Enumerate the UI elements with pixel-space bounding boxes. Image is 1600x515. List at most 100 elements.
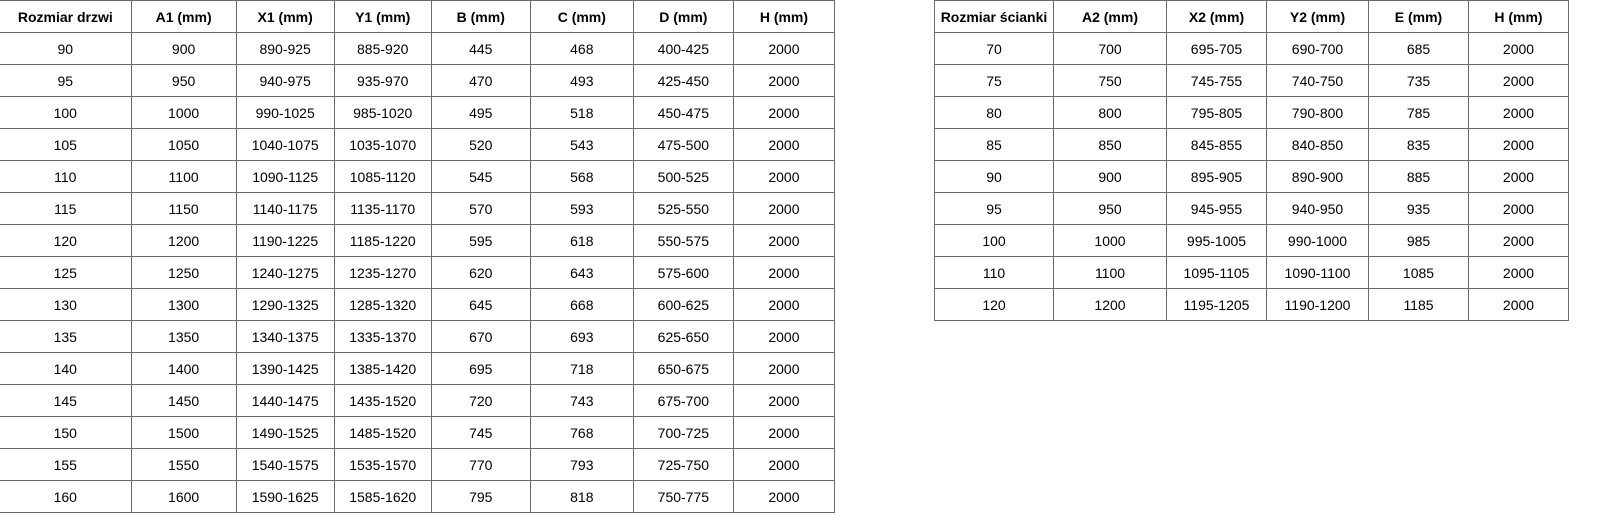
column-header: Y1 (mm) — [333, 0, 432, 33]
table-row: 110 1100 1090-1125 1085-1120 545 568 500-525 20… — [0, 160, 836, 193]
table-cell: 95 — [0, 64, 132, 97]
table-row: 150 1500 1490-1525 1485-1520 745 768 700-725 20… — [0, 416, 836, 449]
table-cell: 990-1025 — [235, 96, 335, 129]
column-header: Y2 (mm) — [1266, 0, 1369, 33]
table-cell: 2000 — [732, 448, 836, 481]
table-cell: 725-750 — [632, 448, 734, 481]
table-cell: 1200 — [1053, 288, 1167, 321]
header-row: Rozmiar ścianki A2 (mm) X2 (mm) Y2 (mm) E (m… — [934, 0, 1569, 33]
table-cell: 600-625 — [632, 288, 734, 321]
table-cell: 800 — [1053, 96, 1167, 129]
table-cell: 1585-1620 — [333, 480, 432, 513]
table-cell: 1390-1425 — [235, 352, 335, 385]
table-cell: 2000 — [732, 352, 836, 385]
table-cell: 1485-1520 — [333, 416, 432, 449]
table-cell: 2000 — [732, 384, 836, 417]
column-header: H (mm) — [1468, 0, 1569, 33]
table-cell: 950 — [1053, 192, 1167, 225]
table-cell: 400-425 — [632, 32, 734, 65]
table-cell: 795-805 — [1166, 96, 1267, 129]
table-cell: 835 — [1368, 128, 1469, 161]
table-cell: 850 — [1053, 128, 1167, 161]
table-cell: 1085 — [1368, 256, 1469, 289]
table-cell: 700-725 — [632, 416, 734, 449]
table-cell: 1190-1200 — [1266, 288, 1369, 321]
table-cell: 668 — [529, 288, 634, 321]
table-cell: 740-750 — [1266, 64, 1369, 97]
table-cell: 1090-1125 — [235, 160, 335, 193]
table-cell: 1250 — [130, 256, 237, 289]
table-cell: 900 — [1053, 160, 1167, 193]
table-cell: 595 — [430, 224, 531, 257]
table-row: 95 950 940-975 935-970 470 493 425-450 2000 — [0, 64, 836, 97]
table-cell: 135 — [0, 320, 132, 353]
table-cell: 793 — [529, 448, 634, 481]
table-cell: 1100 — [1053, 256, 1167, 289]
table-cell: 105 — [0, 128, 132, 161]
table-cell: 785 — [1368, 96, 1469, 129]
table-cell: 945-955 — [1166, 192, 1267, 225]
table-cell: 75 — [934, 64, 1054, 97]
table-cell: 2000 — [732, 32, 836, 65]
table-cell: 445 — [430, 32, 531, 65]
table-cell: 2000 — [732, 64, 836, 97]
table-cell: 100 — [934, 224, 1054, 257]
table-cell: 895-905 — [1166, 160, 1267, 193]
table-cell: 125 — [0, 256, 132, 289]
table-cell: 500-525 — [632, 160, 734, 193]
table-cell: 770 — [430, 448, 531, 481]
table-cell: 2000 — [732, 224, 836, 257]
table-cell: 1300 — [130, 288, 237, 321]
table-cell: 890-925 — [235, 32, 335, 65]
table-cell: 1185 — [1368, 288, 1469, 321]
table-cell: 2000 — [1468, 32, 1569, 65]
table-cell: 593 — [529, 192, 634, 225]
table-cell: 795 — [430, 480, 531, 513]
column-header: Rozmiar ścianki — [934, 0, 1054, 33]
table-cell: 1050 — [130, 128, 237, 161]
table-cell: 818 — [529, 480, 634, 513]
table-cell: 845-855 — [1166, 128, 1267, 161]
table-cell: 2000 — [732, 128, 836, 161]
table-cell: 768 — [529, 416, 634, 449]
table-cell: 1500 — [130, 416, 237, 449]
table-cell: 985-1020 — [333, 96, 432, 129]
table-cell: 1190-1225 — [235, 224, 335, 257]
table-cell: 470 — [430, 64, 531, 97]
table-row: 115 1150 1140-1175 1135-1170 570 593 525-550 20… — [0, 192, 836, 225]
table-cell: 85 — [934, 128, 1054, 161]
table-cell: 935 — [1368, 192, 1469, 225]
table-cell: 550-575 — [632, 224, 734, 257]
table-cell: 130 — [0, 288, 132, 321]
table-cell: 2000 — [732, 480, 836, 513]
table-cell: 1000 — [1053, 224, 1167, 257]
table-cell: 425-450 — [632, 64, 734, 97]
table-cell: 2000 — [732, 192, 836, 225]
table-cell: 518 — [529, 96, 634, 129]
table-cell: 90 — [0, 32, 132, 65]
table-cell: 643 — [529, 256, 634, 289]
table-cell: 1550 — [130, 448, 237, 481]
column-header: B (mm) — [430, 0, 531, 33]
table-cell: 120 — [934, 288, 1054, 321]
table-row: 140 1400 1390-1425 1385-1420 695 718 650-675 20… — [0, 352, 836, 385]
table-cell: 840-850 — [1266, 128, 1369, 161]
door-size-table: Rozmiar drzwi A1 (mm) X1 (mm) Y1 (mm) B (mm)… — [0, 0, 836, 513]
table-row: 90 900 890-925 885-920 445 468 400-425 2000 — [0, 32, 836, 65]
table-cell: 745 — [430, 416, 531, 449]
table-row: 100 1000 990-1025 985-1020 495 518 450-475 2000 — [0, 96, 836, 129]
table-cell: 1450 — [130, 384, 237, 417]
table-cell: 2000 — [1468, 192, 1569, 225]
table-cell: 745-755 — [1166, 64, 1267, 97]
table-cell: 1290-1325 — [235, 288, 335, 321]
table-cell: 995-1005 — [1166, 224, 1267, 257]
table-row: 160 1600 1590-1625 1585-1620 795 818 750-775 20… — [0, 480, 836, 513]
table-row: 145 1450 1440-1475 1435-1520 720 743 675-700 20… — [0, 384, 836, 417]
table-cell: 120 — [0, 224, 132, 257]
table-cell: 525-550 — [632, 192, 734, 225]
table-row: 105 1050 1040-1075 1035-1070 520 543 475-500 20… — [0, 128, 836, 161]
table-cell: 1535-1570 — [333, 448, 432, 481]
table-cell: 2000 — [732, 160, 836, 193]
table-cell: 885-920 — [333, 32, 432, 65]
table-cell: 1235-1270 — [333, 256, 432, 289]
